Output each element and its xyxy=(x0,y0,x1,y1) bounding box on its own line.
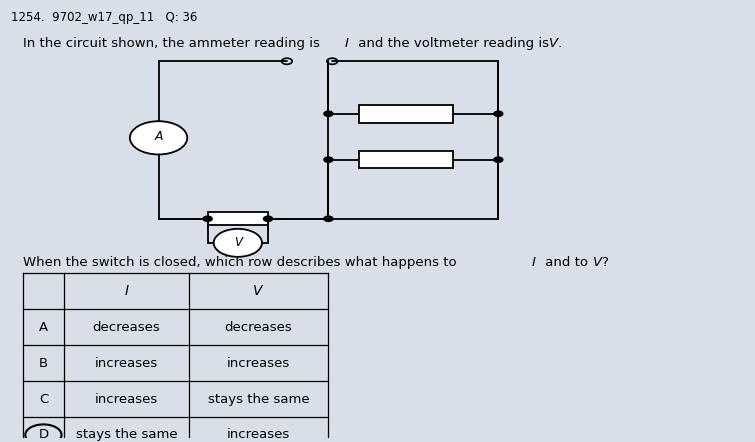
Text: $I$: $I$ xyxy=(124,284,129,298)
Text: stays the same: stays the same xyxy=(208,392,310,406)
Circle shape xyxy=(324,111,333,116)
Circle shape xyxy=(263,216,273,221)
Bar xyxy=(359,105,453,122)
Circle shape xyxy=(494,111,503,116)
Text: increases: increases xyxy=(227,357,290,370)
Circle shape xyxy=(130,121,187,154)
Circle shape xyxy=(324,157,333,162)
Text: increases: increases xyxy=(227,428,290,442)
Text: $I$: $I$ xyxy=(344,37,349,50)
Text: and the voltmeter reading is: and the voltmeter reading is xyxy=(354,37,553,50)
Text: decreases: decreases xyxy=(93,321,160,334)
Text: When the switch is closed, which row describes what happens to: When the switch is closed, which row des… xyxy=(23,256,461,269)
Text: and to: and to xyxy=(541,256,592,269)
Bar xyxy=(208,212,268,225)
Text: D: D xyxy=(39,428,48,442)
Text: 1254.  9702_w17_qp_11   Q: 36: 1254. 9702_w17_qp_11 Q: 36 xyxy=(11,11,198,24)
Text: $V$.: $V$. xyxy=(548,37,562,50)
Text: A: A xyxy=(154,130,163,144)
Text: $V$: $V$ xyxy=(252,284,265,298)
Text: $I$: $I$ xyxy=(531,256,536,269)
Text: increases: increases xyxy=(95,357,158,370)
Text: stays the same: stays the same xyxy=(76,428,177,442)
Text: In the circuit shown, the ammeter reading is: In the circuit shown, the ammeter readin… xyxy=(23,37,324,50)
Circle shape xyxy=(203,216,212,221)
Text: $V$?: $V$? xyxy=(592,256,609,269)
Circle shape xyxy=(214,229,262,257)
Text: B: B xyxy=(39,357,48,370)
Circle shape xyxy=(324,216,333,221)
Text: V: V xyxy=(234,236,242,249)
Text: increases: increases xyxy=(95,392,158,406)
Bar xyxy=(359,151,453,168)
Text: decreases: decreases xyxy=(225,321,292,334)
Text: A: A xyxy=(39,321,48,334)
Circle shape xyxy=(494,157,503,162)
Text: C: C xyxy=(39,392,48,406)
